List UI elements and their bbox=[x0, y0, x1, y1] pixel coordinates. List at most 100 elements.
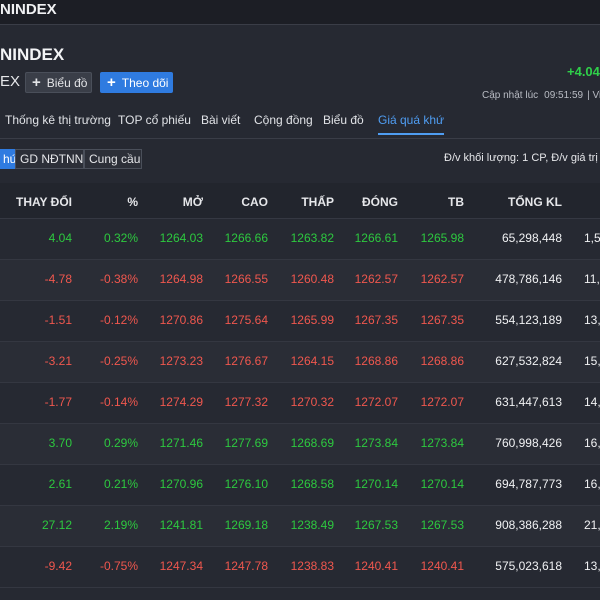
column-header-average[interactable]: TB bbox=[448, 195, 464, 209]
cell-percent: 0.32% bbox=[103, 231, 138, 245]
update-label: Cập nhật lúc bbox=[482, 90, 539, 101]
tab-market-stats[interactable]: Thống kê thị trường bbox=[5, 113, 111, 127]
cell-low: 1265.99 bbox=[290, 313, 334, 327]
table-row[interactable]: -3.21 -0.25% 1273.23 1276.67 1264.15 1268.86 1… bbox=[0, 342, 600, 383]
cell-percent: -0.25% bbox=[99, 354, 138, 368]
chart-button[interactable]: + Biểu đồ bbox=[25, 72, 92, 93]
column-header-low[interactable]: THẤP bbox=[301, 195, 334, 209]
tab-articles[interactable]: Bài viết bbox=[201, 113, 241, 127]
cell-value-clipped: 13,9 bbox=[584, 559, 600, 573]
cell-open: 1273.23 bbox=[159, 354, 203, 368]
table-row[interactable]: 2.61 0.21% 1270.96 1276.10 1268.58 1270.14 127… bbox=[0, 465, 600, 506]
cell-close: 1270.14 bbox=[354, 477, 398, 491]
cell-close: 1262.57 bbox=[354, 272, 398, 286]
column-header-volume[interactable]: TỔNG KL bbox=[508, 195, 562, 209]
cell-high: 1276.10 bbox=[224, 477, 268, 491]
cell-open: 1264.98 bbox=[159, 272, 203, 286]
cell-high: 1275.64 bbox=[224, 313, 268, 327]
column-header-change[interactable]: THAY ĐỔI bbox=[15, 195, 72, 209]
tab-community[interactable]: Cộng đồng bbox=[254, 113, 313, 127]
cell-average: 1272.07 bbox=[420, 395, 464, 409]
table-row[interactable]: -4.78 -0.38% 1264.98 1266.55 1260.48 1262.57 1… bbox=[0, 260, 600, 301]
cell-volume: 760,998,426 bbox=[495, 436, 562, 450]
update-time: 09:51:59 bbox=[544, 90, 584, 101]
cell-percent: -0.12% bbox=[99, 313, 138, 327]
subtab-price[interactable]: hứ bbox=[0, 149, 18, 169]
tab-top-stocks[interactable]: TOP cổ phiếu bbox=[118, 113, 191, 127]
price-change: +4.04 bbox=[567, 64, 600, 79]
column-header-percent[interactable]: % bbox=[127, 195, 138, 209]
cell-open: 1270.96 bbox=[159, 477, 203, 491]
cell-value-clipped: 21,0 bbox=[584, 518, 600, 532]
cell-volume: 65,298,448 bbox=[501, 231, 562, 245]
column-header-close[interactable]: ĐÓNG bbox=[362, 195, 398, 209]
update-timestamp: Cập nhật lúc 09:51:59| Việ bbox=[482, 90, 600, 101]
cell-low: 1260.48 bbox=[290, 272, 334, 286]
tab-price-history[interactable]: Giá quá khứ bbox=[378, 113, 445, 135]
subtab-supply-demand[interactable]: Cung cầu bbox=[84, 149, 142, 169]
cell-change: 2.61 bbox=[48, 477, 72, 491]
cell-change: 4.04 bbox=[48, 231, 72, 245]
table-row[interactable]: -9.42 -0.75% 1247.34 1247.78 1238.83 1240.41 1… bbox=[0, 547, 600, 588]
cell-percent: -0.38% bbox=[99, 272, 138, 286]
table-row[interactable]: -1.51 -0.12% 1270.86 1275.64 1265.99 1267.35 1… bbox=[0, 301, 600, 342]
column-header-high[interactable]: CAO bbox=[241, 195, 268, 209]
table-row[interactable]: 27.12 2.19% 1241.81 1269.18 1238.49 1267.53 12… bbox=[0, 506, 600, 547]
top-bar-title: NINDEX bbox=[0, 1, 57, 18]
cell-average: 1262.57 bbox=[420, 272, 464, 286]
cell-average: 1270.14 bbox=[420, 477, 464, 491]
chart-button-label: Biểu đồ bbox=[46, 75, 88, 90]
table-row[interactable]: -1.77 -0.14% 1274.29 1277.32 1270.32 1272.07 1… bbox=[0, 383, 600, 424]
cell-value-clipped: 11,4 bbox=[584, 272, 600, 286]
cell-change: -3.21 bbox=[44, 354, 72, 368]
cell-percent: 0.29% bbox=[103, 436, 138, 450]
cell-volume: 908,386,288 bbox=[495, 518, 562, 532]
table-row[interactable]: 3.70 0.29% 1271.46 1277.69 1268.69 1273.84 127… bbox=[0, 424, 600, 465]
cell-high: 1266.55 bbox=[224, 272, 268, 286]
cell-open: 1271.46 bbox=[159, 436, 203, 450]
cell-percent: 2.19% bbox=[103, 518, 138, 532]
table-row[interactable]: 4.04 0.32% 1264.03 1266.66 1263.82 1266.61 126… bbox=[0, 219, 600, 260]
cell-low: 1264.15 bbox=[290, 354, 334, 368]
subtab-foreign-trading[interactable]: GD NĐTNN bbox=[15, 149, 84, 169]
top-bar: NINDEX bbox=[0, 0, 600, 25]
price-history-table: 4.04 0.32% 1264.03 1266.66 1263.82 1266.61 126… bbox=[0, 219, 600, 588]
cell-open: 1241.81 bbox=[159, 518, 203, 532]
cell-value-clipped: 1,5 bbox=[584, 231, 600, 245]
cell-volume: 554,123,189 bbox=[495, 313, 562, 327]
cell-close: 1272.07 bbox=[354, 395, 398, 409]
cell-open: 1274.29 bbox=[159, 395, 203, 409]
cell-change: -9.42 bbox=[44, 559, 72, 573]
tab-chart[interactable]: Biểu đồ bbox=[323, 113, 364, 127]
cell-volume: 575,023,618 bbox=[495, 559, 562, 573]
cell-high: 1277.32 bbox=[224, 395, 268, 409]
cell-volume: 478,786,146 bbox=[495, 272, 562, 286]
cell-open: 1270.86 bbox=[159, 313, 203, 327]
unit-note: Đ/v khối lượng: 1 CP, Đ/v giá trị bbox=[444, 152, 598, 164]
column-header-open[interactable]: MỞ bbox=[182, 195, 203, 209]
table-header: THAY ĐỔI % MỞ CAO THẤP ĐÓNG TB TỔNG KL bbox=[0, 183, 600, 219]
cell-change: -1.77 bbox=[44, 395, 72, 409]
follow-button[interactable]: + Theo dõi bbox=[100, 72, 173, 93]
cell-low: 1270.32 bbox=[290, 395, 334, 409]
page-title: NINDEX bbox=[0, 45, 65, 64]
cell-high: 1266.66 bbox=[224, 231, 268, 245]
cell-open: 1264.03 bbox=[159, 231, 203, 245]
header-actions: EX + Biểu đồ + Theo dõi bbox=[0, 72, 600, 93]
cell-average: 1267.53 bbox=[420, 518, 464, 532]
cell-change: 27.12 bbox=[41, 518, 72, 532]
cell-percent: -0.14% bbox=[99, 395, 138, 409]
cell-close: 1267.53 bbox=[354, 518, 398, 532]
cell-high: 1276.67 bbox=[224, 354, 268, 368]
cell-low: 1263.82 bbox=[290, 231, 334, 245]
cell-volume: 694,787,773 bbox=[495, 477, 562, 491]
cell-close: 1268.86 bbox=[354, 354, 398, 368]
cell-open: 1247.34 bbox=[159, 559, 203, 573]
cell-close: 1267.35 bbox=[354, 313, 398, 327]
cell-close: 1273.84 bbox=[354, 436, 398, 450]
cell-low: 1238.49 bbox=[290, 518, 334, 532]
cell-average: 1265.98 bbox=[420, 231, 464, 245]
cell-change: -1.51 bbox=[44, 313, 72, 327]
cell-low: 1268.58 bbox=[290, 477, 334, 491]
plus-icon: + bbox=[107, 74, 116, 91]
